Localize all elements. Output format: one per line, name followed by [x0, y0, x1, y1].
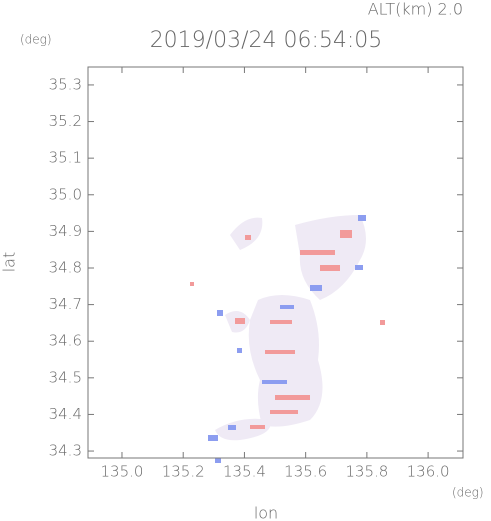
y-tick-label: 35.3 — [49, 75, 82, 93]
echo-region — [215, 418, 271, 441]
y-tick-label: 34.8 — [49, 258, 82, 276]
y-tick-label: 34.9 — [49, 222, 82, 240]
altitude-label: ALT(km) 2.0 — [368, 0, 463, 19]
y-tick-label: 34.6 — [49, 332, 82, 350]
x-tick-label: 135.2 — [162, 463, 205, 481]
echo-region — [248, 295, 323, 427]
y-tick-label: 34.3 — [49, 442, 82, 460]
negative-echo — [208, 215, 366, 463]
x-tick-label: 135.8 — [345, 463, 388, 481]
y-tick-label: 34.4 — [49, 405, 82, 423]
x-tick-label: 135.0 — [101, 463, 144, 481]
positive-echo — [190, 230, 385, 429]
x-tick-label: 136.0 — [407, 463, 450, 481]
y-tick-label: 35.1 — [49, 149, 82, 167]
y-tick-label: 35.0 — [49, 185, 82, 203]
y-tick-label: 34.7 — [49, 295, 82, 313]
y-unit: (deg) — [20, 33, 52, 47]
echo-region — [230, 217, 263, 250]
y-axis-label: lat — [0, 252, 19, 273]
x-tick-label: 135.6 — [284, 463, 327, 481]
chart-title: 2019/03/24 06:54:05 — [150, 28, 383, 53]
x-tick-label: 135.4 — [223, 463, 266, 481]
y-tick-label: 34.5 — [49, 368, 82, 386]
x-axis-label: lon — [254, 504, 278, 521]
y-tick-label: 35.2 — [49, 112, 82, 130]
plot-frame — [87, 66, 464, 459]
x-unit: (deg) — [452, 486, 484, 500]
echo-region — [295, 215, 366, 300]
echo-field — [190, 215, 385, 463]
